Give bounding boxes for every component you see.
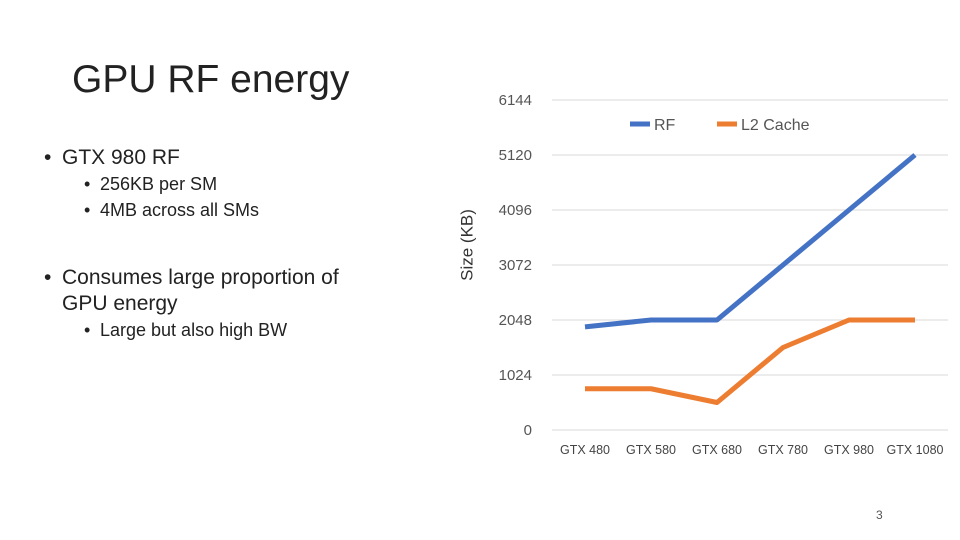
y-axis-ticks: 0 1024 2048 3072 4096 5120 6144: [499, 92, 532, 439]
bullet-gtx980-rf: GTX 980 RF: [44, 145, 424, 171]
x-category-label-0: GTX 480: [560, 443, 610, 457]
x-axis-categories: GTX 480 GTX 580 GTX 680 GTX 780 GTX 980 GTX 1…: [560, 443, 944, 457]
series-line-l2-cache: [585, 317, 915, 405]
slide-title: GPU RF energy: [72, 58, 350, 101]
series-lines: [584, 153, 917, 405]
y-tick-label-4096: 4096: [499, 202, 532, 219]
bullet-consumes-energy-line1: Consumes large proportion of: [62, 266, 339, 289]
sub-bullet-high-bw: Large but also high BW: [84, 317, 424, 343]
gridlines: [552, 99, 948, 431]
series-line-rf: [584, 153, 917, 330]
x-category-label-2: GTX 680: [692, 443, 742, 457]
x-category-label-1: GTX 580: [626, 443, 676, 457]
y-tick-label-5120: 5120: [499, 147, 532, 164]
legend-label-rf: RF: [654, 117, 676, 134]
x-category-label-5: GTX 1080: [887, 443, 944, 457]
legend-label-l2: L2 Cache: [741, 117, 810, 134]
y-tick-label-0: 0: [524, 422, 532, 439]
x-category-label-3: GTX 780: [758, 443, 808, 457]
page-number: 3: [876, 508, 883, 522]
y-axis-label: Size (KB): [457, 209, 476, 281]
x-category-label-4: GTX 980: [824, 443, 874, 457]
y-tick-label-6144: 6144: [499, 92, 532, 109]
y-tick-label-3072: 3072: [499, 257, 532, 274]
sub-bullet-per-sm: 256KB per SM: [84, 171, 424, 197]
sub-bullet-all-sms: 4MB across all SMs: [84, 197, 424, 223]
legend: RF L2 Cache: [630, 117, 810, 134]
bullet-consumes-energy: Consumes large proportion of GPU energy: [44, 265, 424, 317]
bullet-consumes-energy-line2: GPU energy: [62, 292, 178, 315]
y-tick-label-2048: 2048: [499, 312, 532, 329]
bullet-list: GTX 980 RF 256KB per SM 4MB across all S…: [44, 145, 424, 343]
y-tick-label-1024: 1024: [499, 367, 532, 384]
